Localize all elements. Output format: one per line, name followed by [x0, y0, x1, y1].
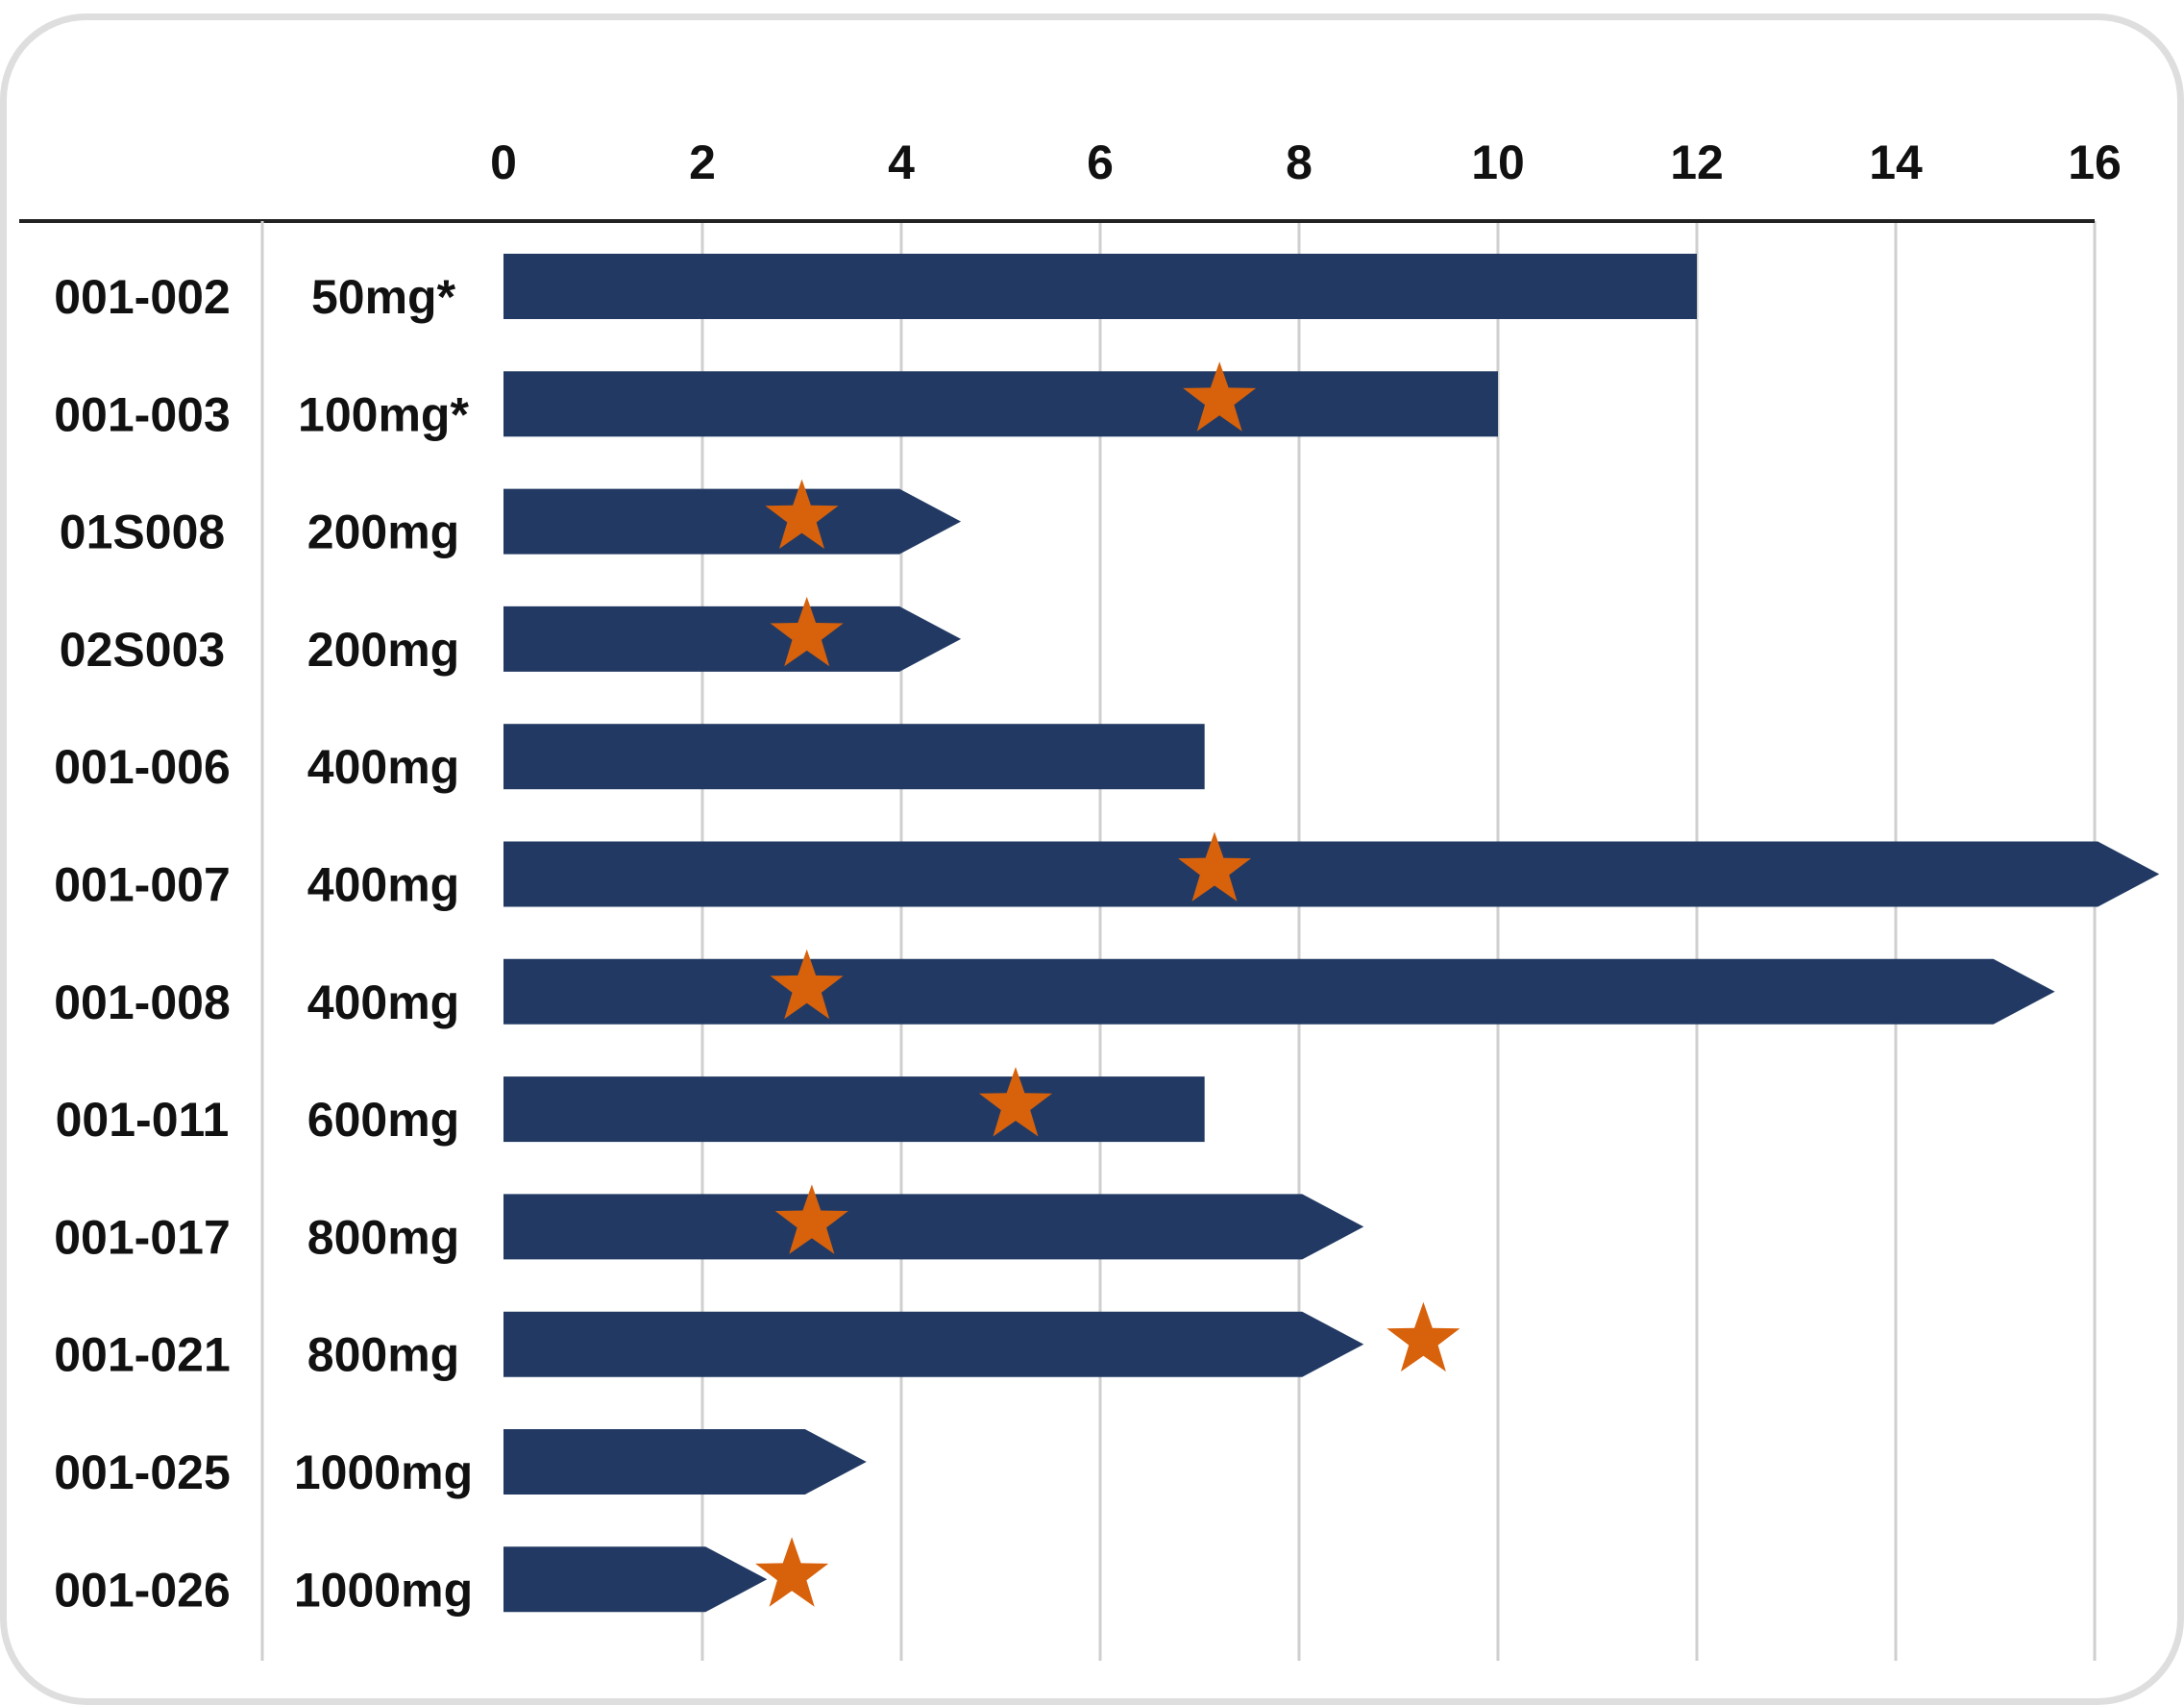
row-id-label: 001-011 — [56, 1093, 230, 1147]
star-marker-001-011 — [979, 1067, 1053, 1137]
x-tick-label: 0 — [490, 136, 517, 189]
bar-001-003 — [503, 371, 1498, 437]
row-dose-label: 50mg* — [311, 270, 456, 324]
star-marker-001-003 — [1183, 361, 1257, 432]
row-labels: 001-002 50mg* 001-003 100mg* 01S008 200mg 02S0… — [54, 270, 473, 1617]
bar-01S008 — [503, 488, 962, 555]
swimmer-chart: 0 2 4 6 8 10 12 14 16 001-002 50mg*001-003 100mg*0… — [19, 136, 2160, 1661]
x-tick-label: 14 — [1869, 136, 1923, 189]
row-dose-label: 800mg — [307, 1210, 459, 1264]
x-tick-label: 8 — [1286, 136, 1313, 189]
star-marker-001-007 — [1178, 831, 1252, 902]
row-dose-label: 200mg — [307, 623, 459, 677]
row-dose-label: 200mg — [307, 506, 459, 559]
star-marker-001-008 — [770, 949, 844, 1020]
star-marker-001-021 — [1386, 1301, 1460, 1372]
row-dose-label: 1000mg — [294, 1563, 473, 1617]
bar-001-017 — [503, 1194, 1364, 1260]
row-dose-label: 1000mg — [294, 1446, 473, 1499]
row-dose-label: 600mg — [307, 1093, 459, 1147]
star-marker-01S008 — [765, 479, 839, 549]
row-id-label: 02S003 — [60, 623, 225, 677]
row-id-label: 001-021 — [54, 1328, 231, 1382]
row-id-label: 001-017 — [54, 1210, 231, 1264]
row-dose-label: 800mg — [307, 1328, 459, 1382]
bar-001-021 — [503, 1311, 1364, 1377]
row-id-label: 01S008 — [60, 506, 225, 559]
star-marker-001-017 — [774, 1184, 848, 1254]
row-id-label: 001-025 — [54, 1446, 231, 1499]
row-dose-label: 100mg* — [298, 387, 469, 441]
row-id-label: 001-002 — [54, 270, 231, 324]
bar-001-007 — [503, 841, 2160, 907]
bar-02S003 — [503, 605, 962, 672]
row-id-label: 001-008 — [54, 976, 231, 1029]
bar-001-008 — [503, 958, 2055, 1025]
star-marker-02S003 — [770, 596, 844, 667]
bars — [503, 254, 2160, 1613]
x-axis-ticks: 0 2 4 6 8 10 12 14 16 — [490, 136, 2122, 189]
row-id-label: 001-003 — [54, 387, 231, 441]
event-markers — [755, 361, 1460, 1607]
row-dose-label: 400mg — [307, 976, 459, 1029]
x-tick-label: 4 — [888, 136, 915, 189]
bar-001-025 — [503, 1429, 867, 1495]
x-tick-label: 2 — [689, 136, 716, 189]
row-dose-label: 400mg — [307, 740, 459, 794]
row-id-label: 001-026 — [54, 1563, 231, 1617]
row-dose-label: 400mg — [307, 858, 459, 912]
star-marker-001-026 — [755, 1537, 829, 1607]
x-tick-label: 10 — [1471, 136, 1525, 189]
bar-001-026 — [503, 1546, 768, 1613]
x-tick-label: 16 — [2068, 136, 2122, 189]
grid-lines — [700, 221, 2097, 1661]
bar-001-011 — [503, 1076, 1205, 1143]
x-tick-label: 12 — [1670, 136, 1724, 189]
row-id-label: 001-007 — [54, 858, 231, 912]
bar-001-002 — [503, 254, 1697, 319]
bar-001-006 — [503, 724, 1205, 790]
x-tick-label: 6 — [1087, 136, 1114, 189]
row-id-label: 001-006 — [54, 740, 231, 794]
